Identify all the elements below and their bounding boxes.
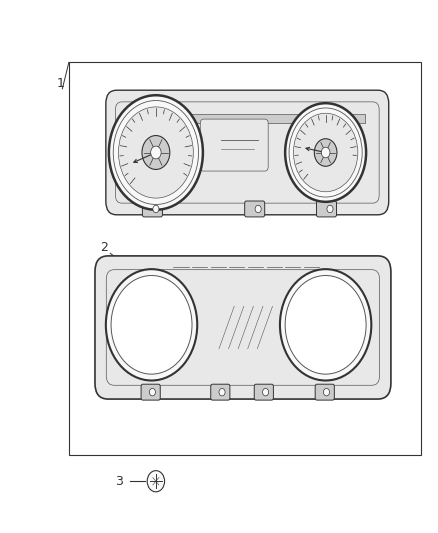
Circle shape: [219, 389, 225, 396]
FancyBboxPatch shape: [95, 256, 391, 399]
FancyBboxPatch shape: [317, 201, 336, 217]
FancyBboxPatch shape: [315, 384, 334, 400]
Circle shape: [285, 103, 366, 202]
Circle shape: [109, 95, 203, 210]
Text: 1: 1: [56, 77, 64, 90]
Circle shape: [314, 139, 337, 166]
FancyBboxPatch shape: [245, 201, 265, 217]
Circle shape: [293, 114, 358, 192]
Text: 2: 2: [100, 241, 108, 254]
Circle shape: [285, 276, 366, 374]
Circle shape: [321, 147, 330, 158]
Circle shape: [142, 135, 170, 169]
Circle shape: [111, 276, 192, 374]
Circle shape: [151, 146, 161, 159]
FancyBboxPatch shape: [211, 384, 230, 400]
Circle shape: [327, 205, 333, 213]
Bar: [130, 114, 365, 123]
FancyBboxPatch shape: [142, 201, 162, 217]
Circle shape: [323, 389, 329, 396]
Circle shape: [106, 269, 197, 381]
FancyBboxPatch shape: [106, 90, 389, 215]
FancyBboxPatch shape: [141, 384, 160, 400]
Circle shape: [280, 269, 371, 381]
Circle shape: [255, 205, 261, 213]
Text: 3: 3: [115, 475, 123, 488]
Circle shape: [149, 389, 155, 396]
FancyBboxPatch shape: [200, 119, 268, 171]
Circle shape: [153, 205, 159, 213]
Circle shape: [118, 107, 193, 198]
Circle shape: [147, 471, 165, 492]
Bar: [69, 62, 421, 455]
FancyBboxPatch shape: [254, 384, 273, 400]
Circle shape: [262, 389, 268, 396]
